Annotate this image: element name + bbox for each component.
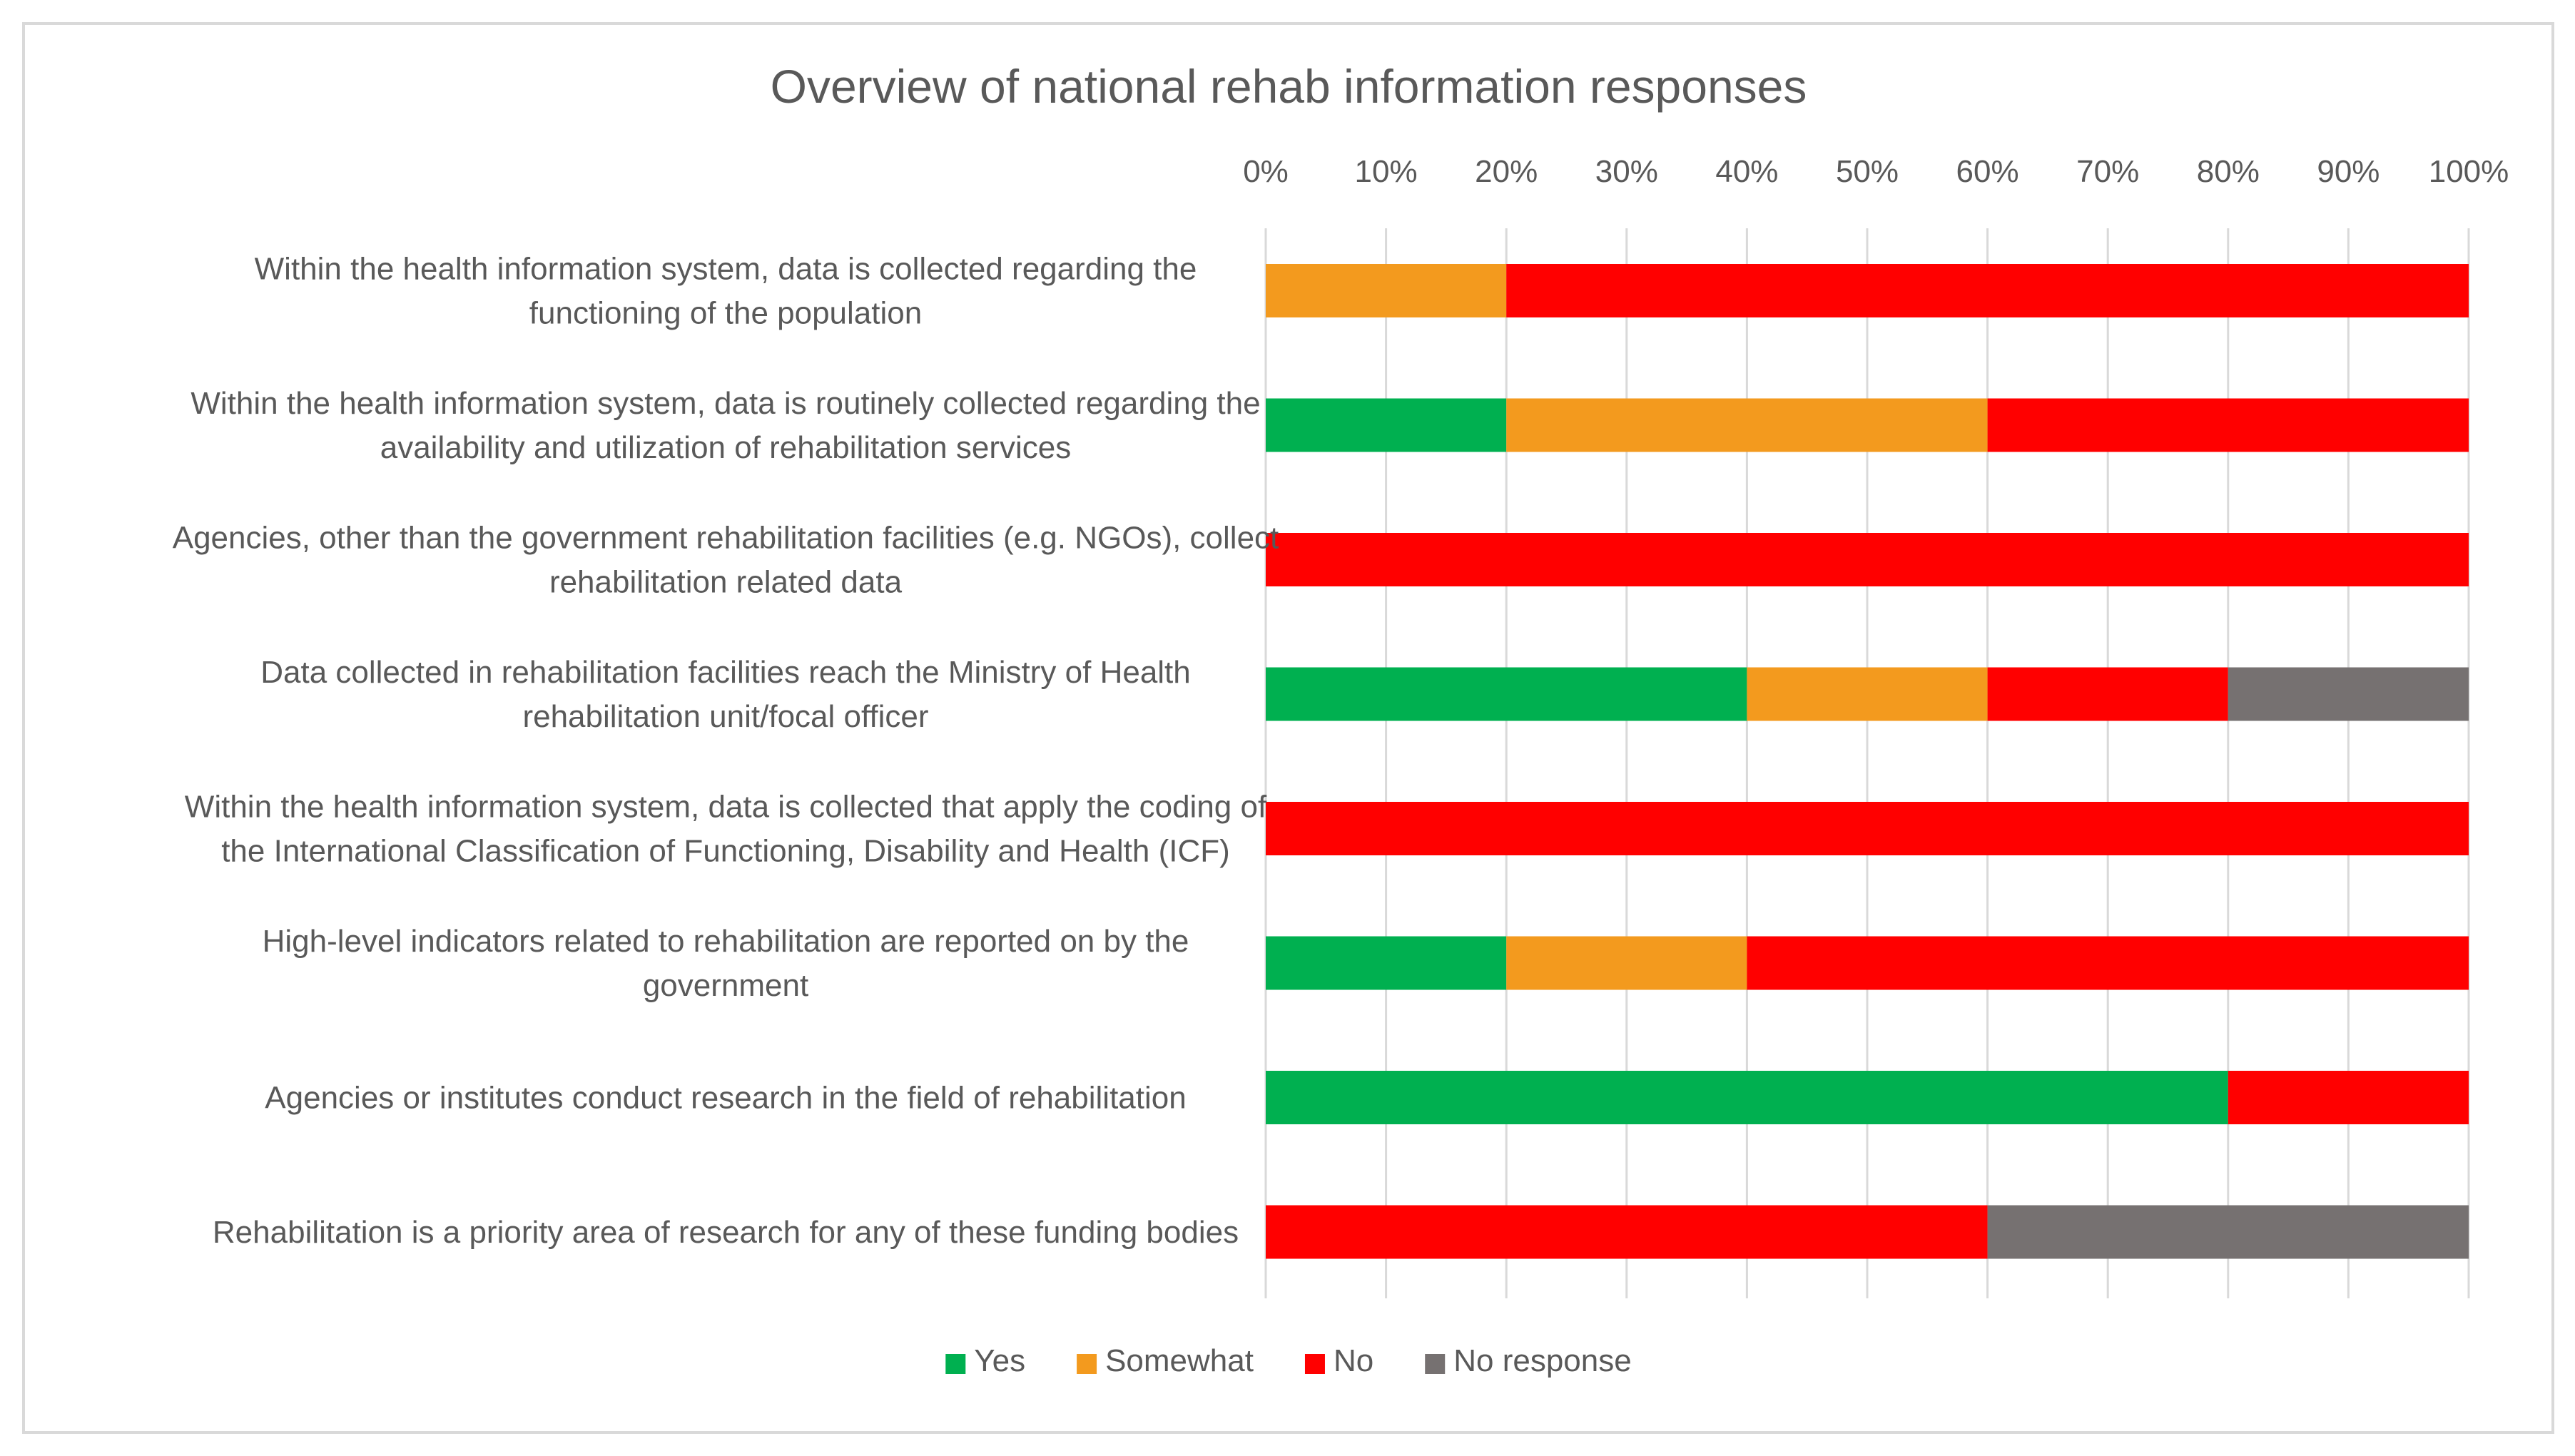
legend: Yes Somewhat No No response xyxy=(945,1343,1632,1378)
bar-somewhat xyxy=(1747,667,1988,721)
x-tick-label: 0% xyxy=(1243,154,1289,189)
x-tick-label: 20% xyxy=(1475,154,1538,189)
x-tick-label: 50% xyxy=(1836,154,1899,189)
legend-label: Yes xyxy=(974,1343,1025,1378)
x-tick-label: 40% xyxy=(1715,154,1778,189)
x-tick-label: 100% xyxy=(2429,154,2509,189)
legend-swatch-somewhat xyxy=(1077,1354,1097,1374)
category-label: Within the health information system, da… xyxy=(255,252,1197,331)
legend-swatch-no xyxy=(1304,1354,1325,1374)
bar-no xyxy=(1266,802,2469,855)
x-tick-label: 60% xyxy=(1956,154,2019,189)
bar-somewhat xyxy=(1506,936,1747,990)
x-tick-label: 80% xyxy=(2197,154,2260,189)
legend-label: No response xyxy=(1453,1343,1631,1378)
category-label: Rehabilitation is a priority area of res… xyxy=(213,1215,1239,1250)
bar-somewhat xyxy=(1266,264,1507,317)
category-label: High-level indicators related to rehabil… xyxy=(263,924,1189,1003)
chart-title: Overview of national rehab information r… xyxy=(771,60,1807,113)
category-label: Data collected in rehabilitation facilit… xyxy=(260,655,1191,734)
bar-yes xyxy=(1266,1071,2228,1124)
bars xyxy=(1266,264,2469,1259)
bar-no xyxy=(1987,398,2469,452)
bar-no xyxy=(2228,1071,2469,1124)
x-tick-label: 10% xyxy=(1355,154,1418,189)
legend-swatch-no-response xyxy=(1425,1354,1446,1374)
bar-no xyxy=(1266,1205,1988,1259)
bar-somewhat xyxy=(1506,398,1988,452)
x-tick-label: 70% xyxy=(2076,154,2139,189)
legend-label: No xyxy=(1334,1343,1373,1378)
bar-yes xyxy=(1266,398,1507,452)
category-label: Within the health information system, da… xyxy=(185,790,1267,869)
bar-no xyxy=(1266,533,2469,586)
bar-no xyxy=(1747,936,2469,990)
category-labels: Within the health information system, da… xyxy=(173,252,1279,1251)
x-tick-label: 90% xyxy=(2317,154,2380,189)
bar-no xyxy=(1987,667,2228,721)
category-label: Agencies or institutes conduct research … xyxy=(265,1081,1186,1116)
x-axis-ticks: 0% 10% 20% 30% 40% 50% 60% 70% 80% 90% 100% xyxy=(1243,154,2509,189)
x-tick-label: 30% xyxy=(1595,154,1658,189)
chart-frame xyxy=(22,22,2554,1434)
legend-label: Somewhat xyxy=(1105,1343,1254,1378)
bar-no-response xyxy=(1987,1205,2469,1259)
category-label: Agencies, other than the government reha… xyxy=(173,521,1279,600)
bar-no xyxy=(1506,264,2469,317)
category-label: Within the health information system, da… xyxy=(191,386,1260,465)
bar-yes xyxy=(1266,936,1507,990)
bar-yes xyxy=(1266,667,1747,721)
legend-swatch-yes xyxy=(945,1354,966,1374)
bar-no-response xyxy=(2228,667,2469,721)
